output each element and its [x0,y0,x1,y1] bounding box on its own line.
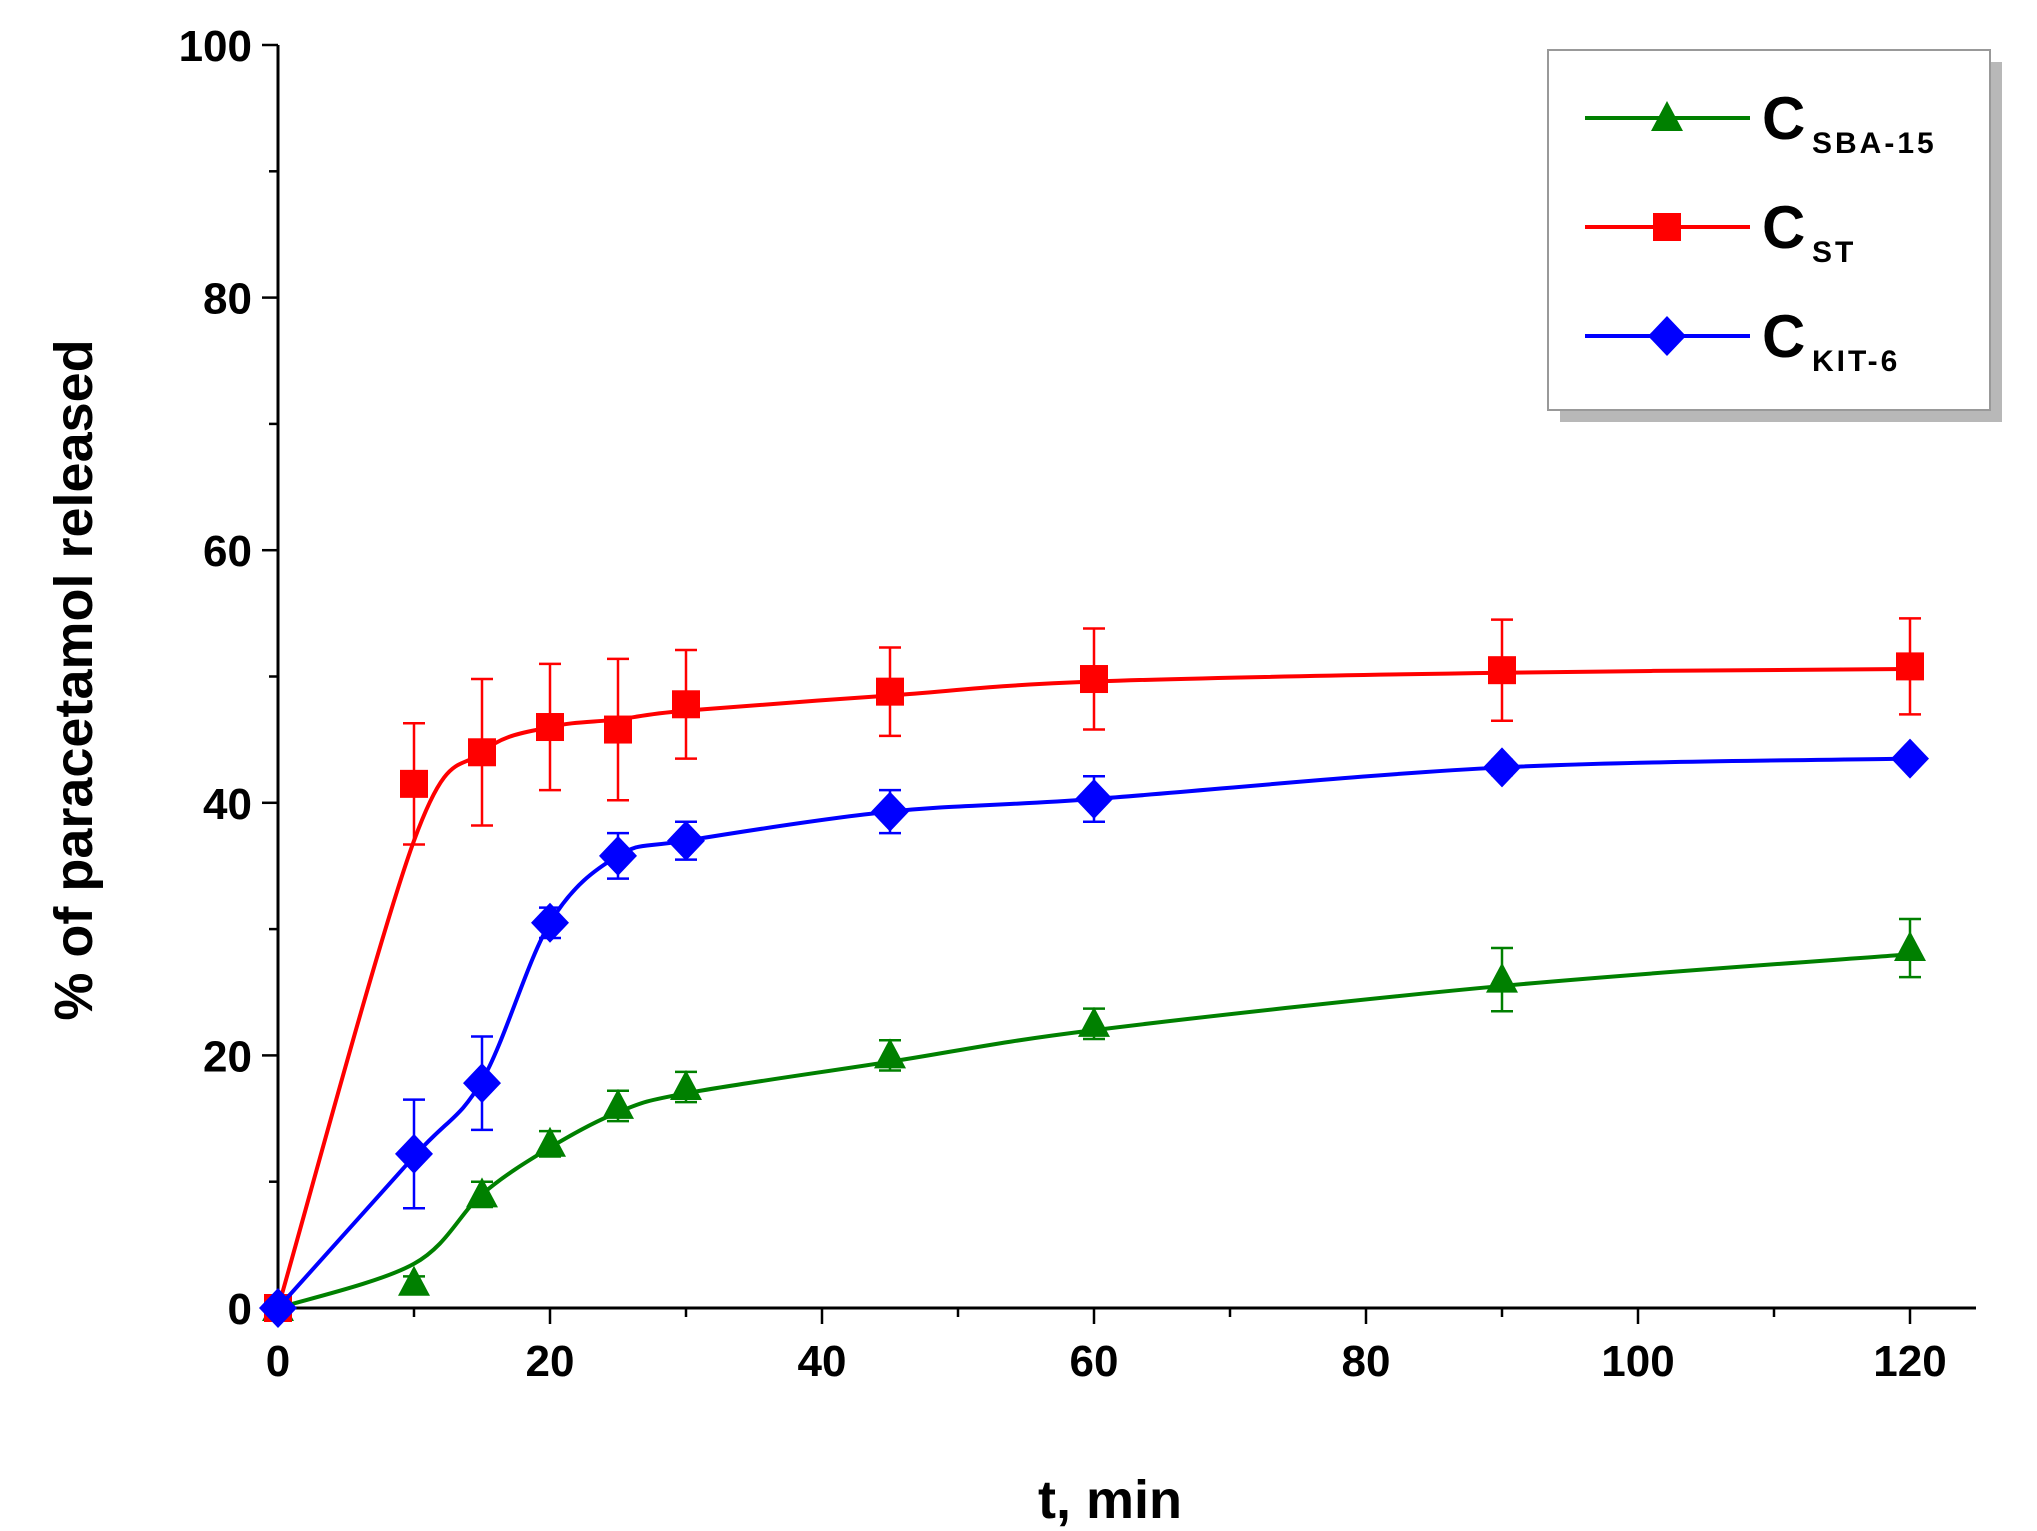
legend-entry-sba-15: C SBA-15 [1585,85,1937,160]
data-point-sba-15 [534,1126,566,1157]
data-point-st [1488,656,1516,685]
legend-subscript-sba-15: SBA-15 [1812,127,1937,160]
data-point-kit-6 [531,902,569,943]
data-point-sba-15 [398,1265,430,1296]
x-tick-label: 100 [1601,1337,1674,1386]
data-point-sba-15 [1894,931,1926,962]
x-tick-label: 0 [266,1337,290,1386]
y-tick-label: 40 [203,780,252,829]
x-tick-label: 60 [1070,1337,1119,1386]
series-kit-6 [259,738,1929,1328]
x-tick-label: 120 [1873,1337,1946,1386]
data-point-st [468,738,496,767]
legend-marker-sba-15 [1651,101,1683,131]
x-tick-label: 80 [1342,1337,1391,1386]
data-point-sba-15 [1486,962,1518,993]
y-axis-title: % of paracetamol released [44,339,104,1020]
data-point-sba-15 [466,1177,498,1208]
data-point-st [400,769,428,798]
data-point-st [1080,665,1108,694]
y-tick-label: 100 [179,22,252,71]
legend-marker-kit-6 [1648,316,1686,356]
data-point-kit-6 [599,835,637,876]
axis-tick-labels: 0 20 40 60 80 100 120 0 20 40 60 80 100 [179,22,1947,1386]
data-point-st [672,690,700,719]
data-point-sba-15 [874,1038,906,1069]
y-tick-label: 20 [203,1032,252,1081]
data-point-st [604,715,632,744]
series-sba-15 [262,917,1926,1321]
data-point-st [876,677,904,706]
legend-label-sba-15: C [1762,85,1805,152]
data-point-sba-15 [602,1088,634,1119]
data-point-kit-6 [395,1133,433,1174]
x-tick-label: 20 [526,1337,575,1386]
data-point-kit-6 [1075,779,1113,820]
legend: C SBA-15C STC KIT-6 [1547,49,2002,422]
y-tick-label: 0 [228,1285,252,1334]
data-point-kit-6 [463,1063,501,1104]
data-point-st [1896,652,1924,681]
series-layer [259,617,1929,1328]
legend-box [1547,49,1991,411]
data-point-kit-6 [259,1288,297,1328]
legend-label-kit-6: C [1762,303,1805,370]
data-point-kit-6 [1483,747,1521,788]
legend-label-st: C [1762,194,1805,261]
legend-subscript-st: ST [1812,236,1856,269]
data-point-kit-6 [871,791,909,832]
y-tick-label: 60 [203,527,252,576]
legend-entry-kit-6: C KIT-6 [1585,303,1900,378]
x-tick-label: 40 [798,1337,847,1386]
data-point-st [536,713,564,742]
data-point-sba-15 [1078,1006,1110,1037]
data-point-sba-15 [670,1069,702,1100]
x-axis-title: t, min [1038,1470,1182,1530]
legend-subscript-kit-6: KIT-6 [1812,345,1900,378]
data-point-kit-6 [667,820,705,861]
legend-entry-st: C ST [1585,194,1856,269]
legend-marker-st [1653,213,1681,241]
series-st [264,617,1924,1322]
data-point-kit-6 [1891,738,1929,779]
y-tick-label: 80 [203,275,252,324]
